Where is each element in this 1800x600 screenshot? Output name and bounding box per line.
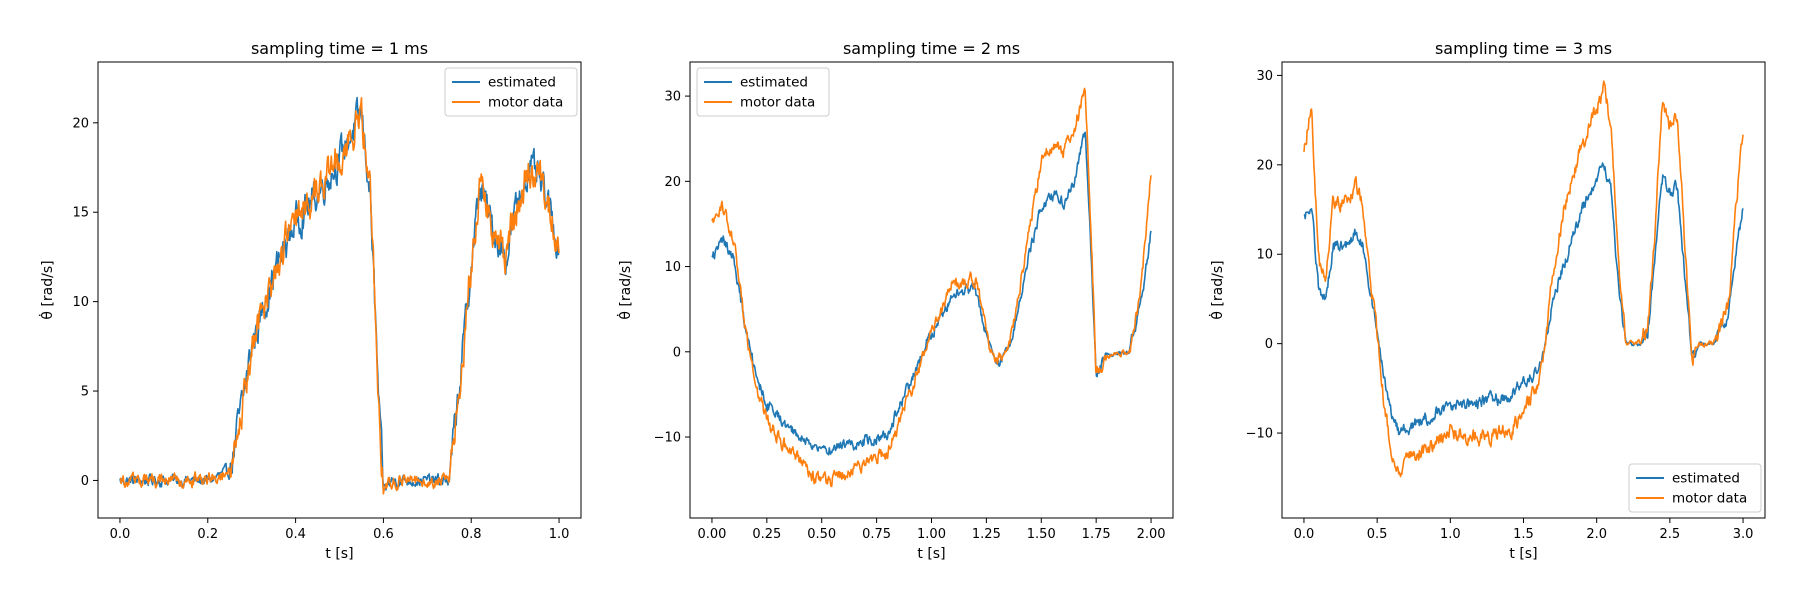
subplot-3: sampling time = 3 ms estimated motor dat…	[1208, 39, 1766, 562]
legend-box	[444, 67, 578, 117]
legend-label-estimated: estimated	[740, 75, 808, 91]
x-tick-label: 1.5	[1513, 527, 1534, 542]
x-tick-label: 0.2	[197, 527, 218, 542]
plot-area	[119, 96, 560, 495]
y-tick-label: −10	[654, 431, 681, 446]
x-axis-label: t [s]	[325, 546, 353, 562]
x-axis-label: t [s]	[917, 546, 945, 562]
x-tick-label: 1.00	[917, 527, 946, 542]
y-tick-label: 0	[1265, 337, 1273, 352]
x-tick-label: 1.50	[1027, 527, 1056, 542]
chart-title: sampling time = 2 ms	[843, 39, 1020, 58]
x-tick-label: 2.00	[1137, 527, 1166, 542]
y-tick-label: 0	[673, 345, 681, 360]
x-axis-label: t [s]	[1509, 546, 1537, 562]
legend-label-motor-data: motor data	[740, 95, 815, 111]
x-tick-label: 0.00	[697, 527, 726, 542]
y-tick-label: 5	[81, 385, 89, 400]
y-tick-label: 20	[72, 116, 89, 131]
series-line-estimated	[711, 131, 1152, 456]
subplot-1: sampling time = 1 ms estimated motor dat…	[38, 39, 582, 562]
x-tick-label: 0.25	[752, 527, 781, 542]
y-tick-label: 30	[664, 90, 681, 105]
x-tick-label: 0.4	[285, 527, 306, 542]
legend-label-estimated: estimated	[1672, 471, 1740, 487]
plot-area	[711, 87, 1152, 488]
x-tick-label: 0.50	[807, 527, 836, 542]
legend-box	[1628, 463, 1762, 513]
x-tick-label: 0.6	[373, 527, 394, 542]
x-tick-label: 1.0	[1440, 527, 1461, 542]
y-tick-label: 20	[664, 175, 681, 190]
x-tick-label: 0.5	[1367, 527, 1388, 542]
axes-frame	[97, 61, 582, 519]
plot-area	[1303, 80, 1744, 478]
x-tick-label: 0.8	[461, 527, 482, 542]
legend-label-estimated: estimated	[488, 75, 556, 91]
y-axis-label: θ̇ [rad/s]	[616, 260, 634, 319]
y-tick-label: 0	[81, 474, 89, 489]
series-line-motor-data	[711, 87, 1152, 488]
legend: estimated motor data	[696, 67, 830, 117]
y-tick-label: 20	[1256, 158, 1273, 173]
x-tick-label: 1.25	[972, 527, 1001, 542]
legend-label-motor-data: motor data	[488, 95, 563, 111]
chart-title: sampling time = 1 ms	[251, 39, 428, 58]
x-tick-label: 0.0	[110, 527, 131, 542]
x-tick-label: 2.5	[1660, 527, 1681, 542]
legend-label-motor-data: motor data	[1672, 491, 1747, 507]
y-tick-label: 30	[1256, 69, 1273, 84]
legend: estimated motor data	[444, 67, 578, 117]
y-axis-label: θ̇ [rad/s]	[1208, 260, 1226, 319]
series-line-motor-data	[1303, 80, 1744, 478]
x-tick-label: 3.0	[1733, 527, 1754, 542]
y-tick-label: 10	[664, 260, 681, 275]
y-tick-label: 10	[1256, 248, 1273, 263]
x-tick-label: 0.0	[1294, 527, 1315, 542]
x-tick-label: 1.0	[549, 527, 570, 542]
y-axis-label: θ̇ [rad/s]	[38, 260, 56, 319]
x-tick-label: 1.75	[1082, 527, 1111, 542]
chart-title: sampling time = 3 ms	[1435, 39, 1612, 58]
x-tick-label: 2.0	[1586, 527, 1607, 542]
legend-box	[696, 67, 830, 117]
legend: estimated motor data	[1628, 463, 1762, 513]
y-tick-label: 10	[72, 295, 89, 310]
subplot-2: sampling time = 2 ms estimated motor dat…	[616, 39, 1174, 562]
y-tick-label: −10	[1246, 427, 1273, 442]
x-tick-label: 0.75	[862, 527, 891, 542]
y-tick-label: 15	[72, 206, 89, 221]
series-line-motor-data	[119, 97, 560, 495]
